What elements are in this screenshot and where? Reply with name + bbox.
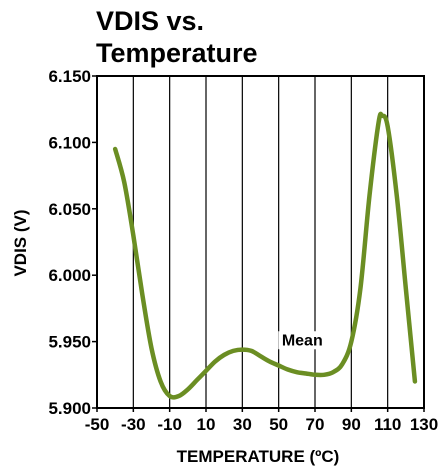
x-tick-label: 130 — [410, 415, 438, 434]
annotation-background — [278, 331, 327, 350]
y-tick-label: 5.900 — [48, 399, 91, 418]
x-tick-label: 90 — [342, 415, 361, 434]
annotation-layer: Mean — [278, 331, 327, 350]
x-tick-label: 10 — [197, 415, 216, 434]
x-tick-label: 70 — [306, 415, 325, 434]
series-layer — [112, 111, 418, 400]
series-line — [112, 111, 418, 400]
x-tick-label: -30 — [121, 415, 146, 434]
annotation-label: Mean — [282, 332, 323, 349]
y-tick-label: 6.050 — [48, 200, 91, 219]
x-tick-label: -10 — [157, 415, 182, 434]
x-axis-ticks: -50 -30 -10 10 30 50 70 90 110 130 — [85, 408, 438, 434]
chart-title-line-2: Temperature — [96, 38, 258, 68]
chart-title-line-1: VDIS vs. — [96, 6, 204, 36]
x-tick-label: -50 — [85, 415, 110, 434]
y-tick-label: 6.100 — [48, 133, 91, 152]
x-axis-label: TEMPERATURE (ºC) — [177, 447, 340, 466]
x-tick-label: 50 — [269, 415, 288, 434]
y-axis-ticks: 5.900 5.950 6.000 6.050 6.100 6.150 — [48, 67, 97, 418]
y-axis-label: VDIS (V) — [11, 209, 30, 276]
x-tick-label: 30 — [233, 415, 252, 434]
x-tick-label: 110 — [374, 415, 401, 434]
y-tick-label: 6.000 — [48, 266, 91, 285]
y-tick-label: 6.150 — [48, 67, 91, 86]
y-tick-label: 5.950 — [48, 333, 91, 352]
grid-lines — [132, 76, 389, 408]
